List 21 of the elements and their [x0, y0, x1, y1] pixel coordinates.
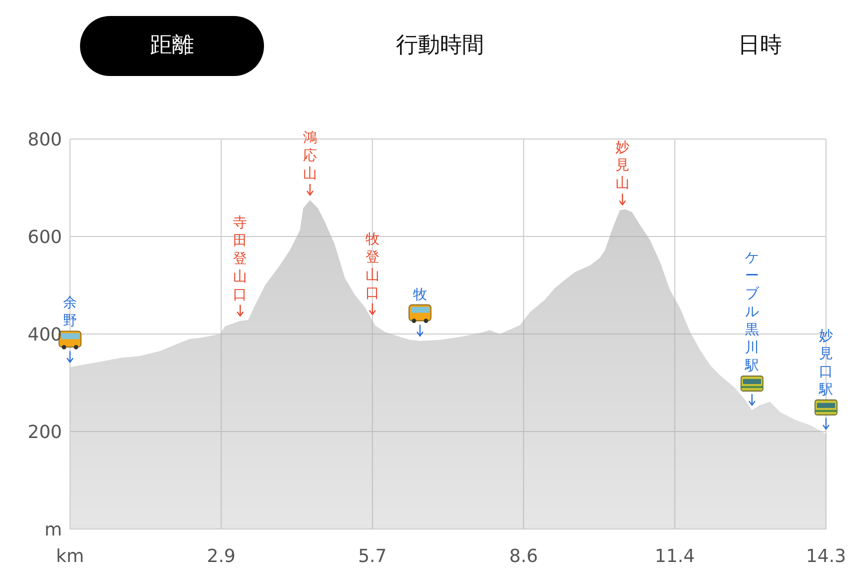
- annotation: 牧登山口: [365, 231, 380, 302]
- y-tick-label: 200: [28, 422, 62, 443]
- y-tick-label: 800: [28, 129, 62, 150]
- x-tick-label: 5.7: [358, 546, 387, 567]
- text: 日時: [737, 32, 783, 60]
- annotation: 牧: [412, 286, 427, 303]
- x-tick-label: 2.9: [206, 546, 236, 567]
- annotation: 妙見口駅: [818, 328, 833, 398]
- text: 行動時間: [395, 32, 485, 60]
- annotation: 鴻応山: [303, 130, 318, 182]
- x-tick-label: km: [56, 546, 84, 567]
- x-tick-label: 11.4: [654, 546, 695, 567]
- annotation: ケーブル黒川駅: [744, 250, 760, 374]
- x-tick-label: 14.3: [806, 546, 846, 567]
- annotation: 余野: [63, 295, 77, 330]
- x-tick-label: 8.6: [509, 546, 538, 567]
- annotation: 妙見山: [615, 140, 630, 192]
- y-tick-label: 600: [28, 226, 62, 248]
- annotation: 寺田登山口: [233, 214, 248, 303]
- y-tick-label: m: [44, 519, 62, 540]
- text: 距離: [80, 16, 264, 76]
